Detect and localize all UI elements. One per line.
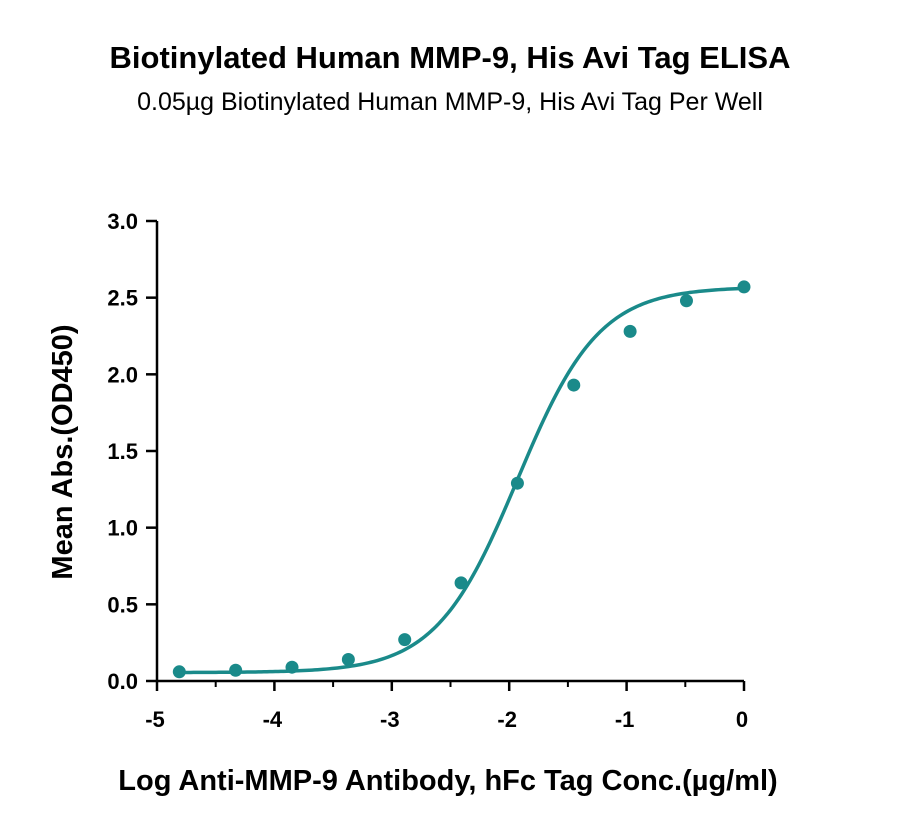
chart-title: Biotinylated Human MMP-9, His Avi Tag EL… (109, 40, 791, 75)
y-axis-label: Mean Abs.(OD450) (47, 324, 79, 579)
data-point (285, 660, 299, 674)
data-point (567, 378, 581, 392)
fit-curve (179, 286, 745, 675)
x-tick-label: -5 (145, 707, 165, 732)
y-tick-label: 2.5 (107, 286, 138, 311)
y-tick-label: 2.0 (107, 362, 138, 387)
data-point (341, 653, 355, 667)
y-tick-label: 0.0 (107, 669, 138, 694)
y-tick-label: 0.5 (107, 592, 138, 617)
data-point (454, 576, 468, 590)
x-tick-label: -3 (380, 707, 400, 732)
x-tick-label: -1 (615, 707, 635, 732)
data-point (398, 633, 412, 647)
data-point (679, 294, 693, 308)
data-point (510, 476, 524, 490)
data-point (737, 280, 751, 294)
y-tick-label: 1.5 (107, 439, 138, 464)
data-point (229, 663, 243, 677)
x-tick-label: -4 (263, 707, 283, 732)
data-point (623, 324, 637, 338)
y-tick-label: 3.0 (107, 209, 138, 234)
y-tick-label: 1.0 (107, 516, 138, 541)
data-points (172, 280, 751, 679)
chart-subtitle: 0.05µg Biotinylated Human MMP-9, His Avi… (137, 88, 763, 116)
x-tick-label: 0 (736, 707, 748, 732)
x-tick-label: -2 (497, 707, 517, 732)
axes: -5 -4 -3 -2 -1 0 0.0 0.5 1.0 1.5 2.0 2.5 3.0 (107, 209, 748, 732)
data-point (172, 665, 186, 679)
x-axis-label: Log Anti-MMP-9 Antibody, hFc Tag Conc.(µ… (118, 765, 777, 797)
